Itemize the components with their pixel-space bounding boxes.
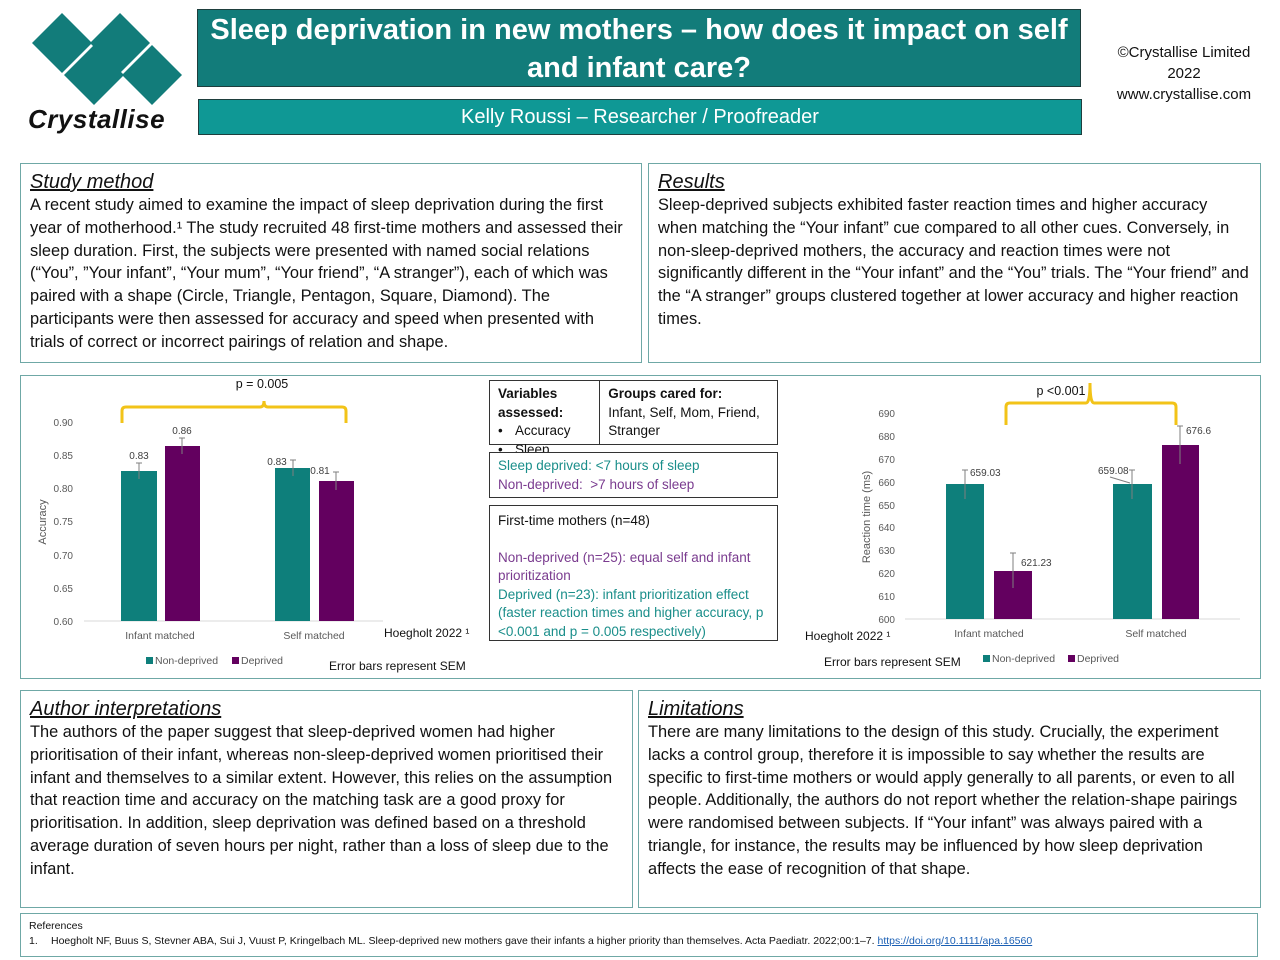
y-tick: 600 [878, 615, 895, 626]
legend-swatch-deprived [1068, 655, 1075, 662]
legend-swatch-non-deprived [146, 657, 153, 664]
y-tick: 640 [878, 523, 895, 534]
y-tick: 0.85 [54, 451, 74, 462]
data-label: 0.86 [172, 426, 192, 437]
bar-infant-non-deprived [946, 484, 984, 619]
data-label: 0.83 [129, 451, 149, 462]
y-tick: 610 [878, 592, 895, 603]
data-label: 659.08 [1098, 466, 1129, 477]
bar-self-non-deprived [275, 468, 310, 621]
copyright-line: ©Crystallise Limited [1117, 44, 1251, 61]
deprived-definition: Sleep deprived: <7 hours of sleep [498, 458, 700, 473]
bar-self-deprived [319, 481, 354, 621]
accuracy-y-axis-title: Accuracy [37, 499, 49, 545]
x-category: Self matched [1125, 628, 1186, 640]
references-heading: References [29, 920, 83, 932]
results-heading: Results [658, 171, 725, 193]
limitations-text: There are many limitations to the design… [648, 723, 1238, 878]
bar-infant-deprived [165, 446, 200, 621]
variable-item: Accuracy [498, 422, 591, 441]
crystallise-logo-icon [32, 13, 182, 105]
y-tick: 670 [878, 455, 895, 466]
x-category: Infant matched [125, 630, 195, 642]
x-category: Infant matched [954, 628, 1024, 640]
study-method-text: A recent study aimed to examine the impa… [30, 196, 623, 351]
definitions-box: Sleep deprived: <7 hours of sleep Non-de… [489, 452, 778, 498]
logo-wordmark: Crystallise [28, 104, 166, 134]
y-tick: 0.65 [54, 584, 74, 595]
accuracy-chart: p = 0.005 0.60 0.65 0.70 0.75 0.80 0.85 … [37, 377, 469, 673]
y-tick: 0.90 [54, 418, 74, 429]
y-tick: 0.75 [54, 517, 74, 528]
author-interpretations-panel: Author interpretations The authors of th… [20, 690, 633, 908]
variables-box: Variables assessed: Accuracy Sleep depri… [489, 380, 778, 475]
data-label: 621.23 [1021, 558, 1052, 569]
accuracy-p-value: p = 0.005 [236, 377, 289, 391]
limitations-panel: Limitations There are many limitations t… [638, 690, 1261, 908]
reaction-sem-note: Error bars represent SEM [824, 655, 961, 669]
groups-text: Infant, Self, Mom, Friend, Stranger [608, 404, 760, 439]
groups-heading: Groups cared for: [608, 386, 723, 401]
non-deprived-definition: Non-deprived: >7 hours of sleep [498, 476, 695, 492]
mothers-box: First-time mothers (n=48) Non-deprived (… [489, 505, 778, 641]
reference-text: Hoegholt NF, Buus S, Stevner ABA, Sui J,… [51, 935, 878, 947]
data-label: 659.03 [970, 468, 1001, 479]
copyright-block: ©Crystallise Limited 2022 www.crystallis… [1098, 42, 1270, 105]
references-panel: References 1. Hoegholt NF, Buus S, Stevne… [20, 913, 1258, 957]
bar-self-deprived [1162, 445, 1199, 619]
y-tick: 660 [878, 478, 895, 489]
legend-deprived: Deprived [1077, 653, 1119, 665]
reference-doi-link[interactable]: https://doi.org/10.1111/apa.16560 [877, 935, 1033, 947]
website-link[interactable]: www.crystallise.com [1116, 86, 1252, 103]
author-bar: Kelly Roussi – Researcher / Proofreader [198, 99, 1082, 135]
mothers-title: First-time mothers (n=48) [498, 513, 650, 528]
results-panel: Results Sleep-deprived subjects exhibite… [648, 163, 1261, 363]
study-method-panel: Study method A recent study aimed to exa… [20, 163, 642, 363]
interpretations-heading: Author interpretations [30, 698, 222, 720]
legend-non-deprived: Non-deprived [992, 653, 1055, 665]
y-tick: 620 [878, 569, 895, 580]
legend-deprived: Deprived [241, 655, 283, 667]
reaction-y-axis-title: Reaction time (ms) [861, 471, 873, 563]
y-tick: 0.70 [54, 551, 74, 562]
reference-number: 1. [29, 935, 38, 947]
y-tick: 650 [878, 501, 895, 512]
limitations-heading: Limitations [648, 698, 744, 720]
variables-heading: Variables assessed: [498, 386, 564, 420]
mothers-non-deprived: Non-deprived (n=25): equal self and infa… [498, 549, 751, 584]
legend-non-deprived: Non-deprived [155, 655, 218, 667]
y-tick: 690 [878, 409, 895, 420]
reference-item: 1. Hoegholt NF, Buus S, Stevner ABA, Sui … [29, 934, 1249, 949]
y-tick: 0.80 [54, 484, 74, 495]
x-category: Self matched [283, 630, 344, 642]
bar-infant-non-deprived [121, 471, 157, 621]
study-method-heading: Study method [30, 171, 154, 193]
reaction-time-chart: p <0.001 600 610 620 630 640 650 660 670… [805, 382, 1240, 669]
significance-bracket [120, 400, 348, 423]
legend-swatch-deprived [232, 657, 239, 664]
reaction-p-value: p <0.001 [1036, 384, 1085, 398]
mothers-deprived: Deprived (n=23): infant prioritization e… [498, 586, 764, 639]
copyright-year: 2022 [1167, 65, 1201, 82]
accuracy-sem-note: Error bars represent SEM [329, 659, 466, 673]
interpretations-text: The authors of the paper suggest that sl… [30, 723, 613, 878]
y-tick: 680 [878, 432, 895, 443]
reaction-source: Hoegholt 2022 ¹ [805, 629, 890, 643]
y-tick: 630 [878, 546, 895, 557]
accuracy-source: Hoegholt 2022 ¹ [384, 626, 469, 640]
y-tick: 0.60 [54, 617, 74, 628]
data-label: 0.83 [267, 457, 287, 468]
significance-bracket [1004, 382, 1178, 425]
data-label: 0.81 [310, 466, 330, 477]
poster-title: Sleep deprivation in new mothers – how d… [197, 9, 1081, 87]
results-text: Sleep-deprived subjects exhibited faster… [658, 196, 1249, 328]
legend-swatch-non-deprived [983, 655, 990, 662]
data-label: 676.6 [1186, 426, 1211, 437]
bar-self-non-deprived [1113, 484, 1152, 619]
